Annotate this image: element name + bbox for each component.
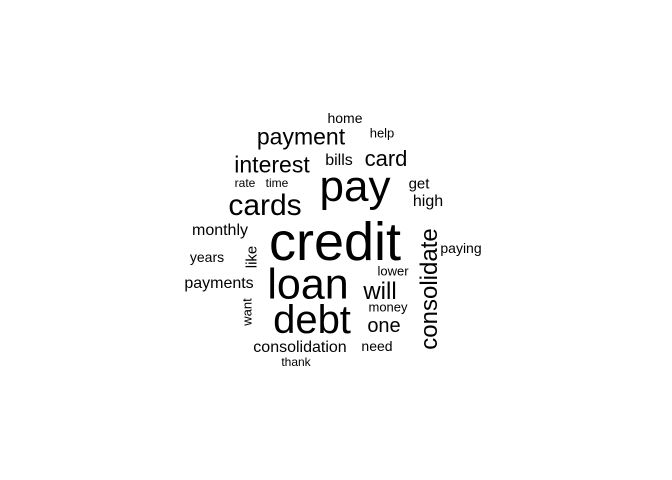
word-cards: cards <box>228 189 302 222</box>
word-loan: loan <box>267 260 349 309</box>
word-home: home <box>327 110 363 126</box>
word-need: need <box>361 338 393 354</box>
word-time: time <box>265 176 289 190</box>
word-interest: interest <box>234 151 310 178</box>
word-debt: debt <box>273 298 351 342</box>
word-rate: rate <box>234 176 256 190</box>
word-lower: lower <box>377 263 409 279</box>
word-bills: bills <box>325 152 353 169</box>
word-thank: thank <box>281 355 311 369</box>
word-consolidation: consolidation <box>253 339 347 356</box>
word-paying: paying <box>440 240 482 256</box>
word-payments: payments <box>184 275 254 292</box>
word-will: will <box>363 278 397 305</box>
word-consolidate: consolidate <box>416 228 443 350</box>
word-high: high <box>412 193 444 210</box>
word-help: help <box>369 125 395 141</box>
word-one: one <box>367 315 401 337</box>
word-monthly: monthly <box>191 222 249 239</box>
word-want: want <box>239 298 255 326</box>
word-card: card <box>364 146 408 171</box>
word-payment: payment <box>256 123 346 150</box>
word-like: like <box>243 245 261 269</box>
word-pay: pay <box>319 162 391 211</box>
word-credit: credit <box>268 212 402 272</box>
word-money: money <box>368 299 408 315</box>
word-get: get <box>408 175 430 193</box>
word-years: years <box>189 249 225 265</box>
